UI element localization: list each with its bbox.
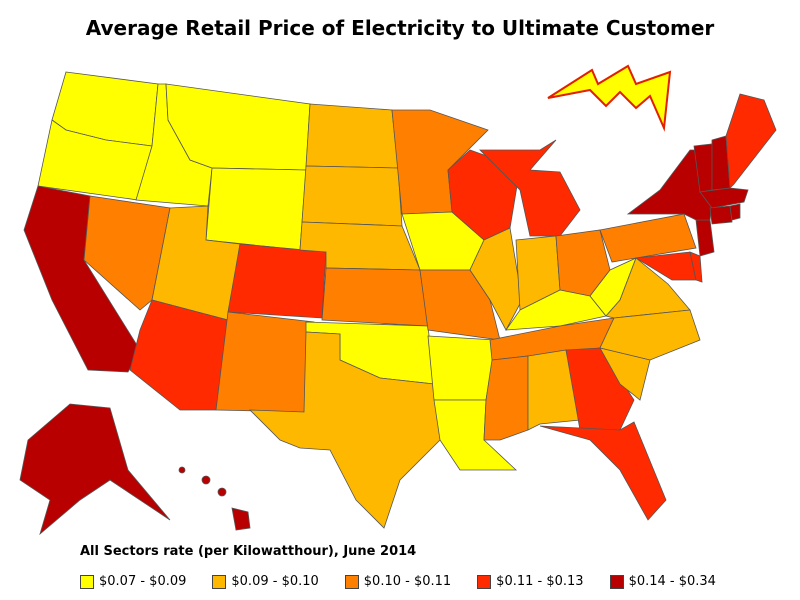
lightning-bolt-icon	[547, 64, 672, 132]
legend-swatch	[344, 574, 359, 589]
state-HI	[178, 466, 251, 531]
state-MO	[419, 269, 501, 341]
state-RI	[729, 203, 741, 221]
legend: $0.07 - $0.09 $0.09 - $0.10 $0.10 - $0.1…	[80, 574, 742, 589]
legend-item: $0.11 - $0.13	[477, 574, 584, 589]
state-NJ	[695, 219, 715, 257]
legend-item: $0.14 - $0.34	[609, 574, 716, 589]
legend-title: All Sectors rate (per Kilowatthour), Jun…	[80, 544, 417, 559]
state-AL	[527, 349, 581, 431]
state-NM	[215, 311, 315, 413]
legend-item: $0.07 - $0.09	[80, 574, 186, 589]
state-KS	[321, 267, 429, 327]
state-MI	[479, 139, 581, 237]
state-AZ	[129, 299, 229, 411]
legend-label: $0.10 - $0.11	[363, 574, 452, 589]
state-AK	[19, 403, 171, 536]
state-SD	[301, 165, 403, 227]
legend-item: $0.09 - $0.10	[212, 574, 319, 589]
state-WY	[205, 167, 307, 251]
legend-item: $0.10 - $0.11	[344, 574, 452, 589]
state-CO	[227, 243, 327, 319]
state-CT	[709, 205, 733, 225]
legend-swatch	[212, 574, 227, 589]
state-PA	[599, 213, 697, 263]
legend-swatch	[609, 574, 624, 589]
state-NV	[83, 195, 171, 311]
state-MA	[699, 187, 749, 209]
state-MS	[483, 355, 529, 441]
state-ND	[305, 103, 399, 169]
state-SC	[599, 347, 651, 401]
state-NC	[599, 309, 701, 361]
state-GA	[565, 347, 635, 431]
state-TX	[248, 331, 441, 529]
legend-swatch	[477, 574, 492, 589]
legend-swatch	[80, 574, 94, 589]
legend-label: $0.11 - $0.13	[496, 574, 584, 589]
legend-label: $0.07 - $0.09	[99, 574, 187, 589]
state-AR	[427, 335, 497, 401]
state-ME	[725, 93, 777, 189]
legend-label: $0.14 - $0.34	[628, 574, 716, 589]
legend-label: $0.09 - $0.10	[231, 574, 319, 589]
state-DE	[689, 251, 703, 283]
state-FL	[539, 421, 667, 521]
map-title: Average Retail Price of Electricity to U…	[85, 16, 715, 40]
